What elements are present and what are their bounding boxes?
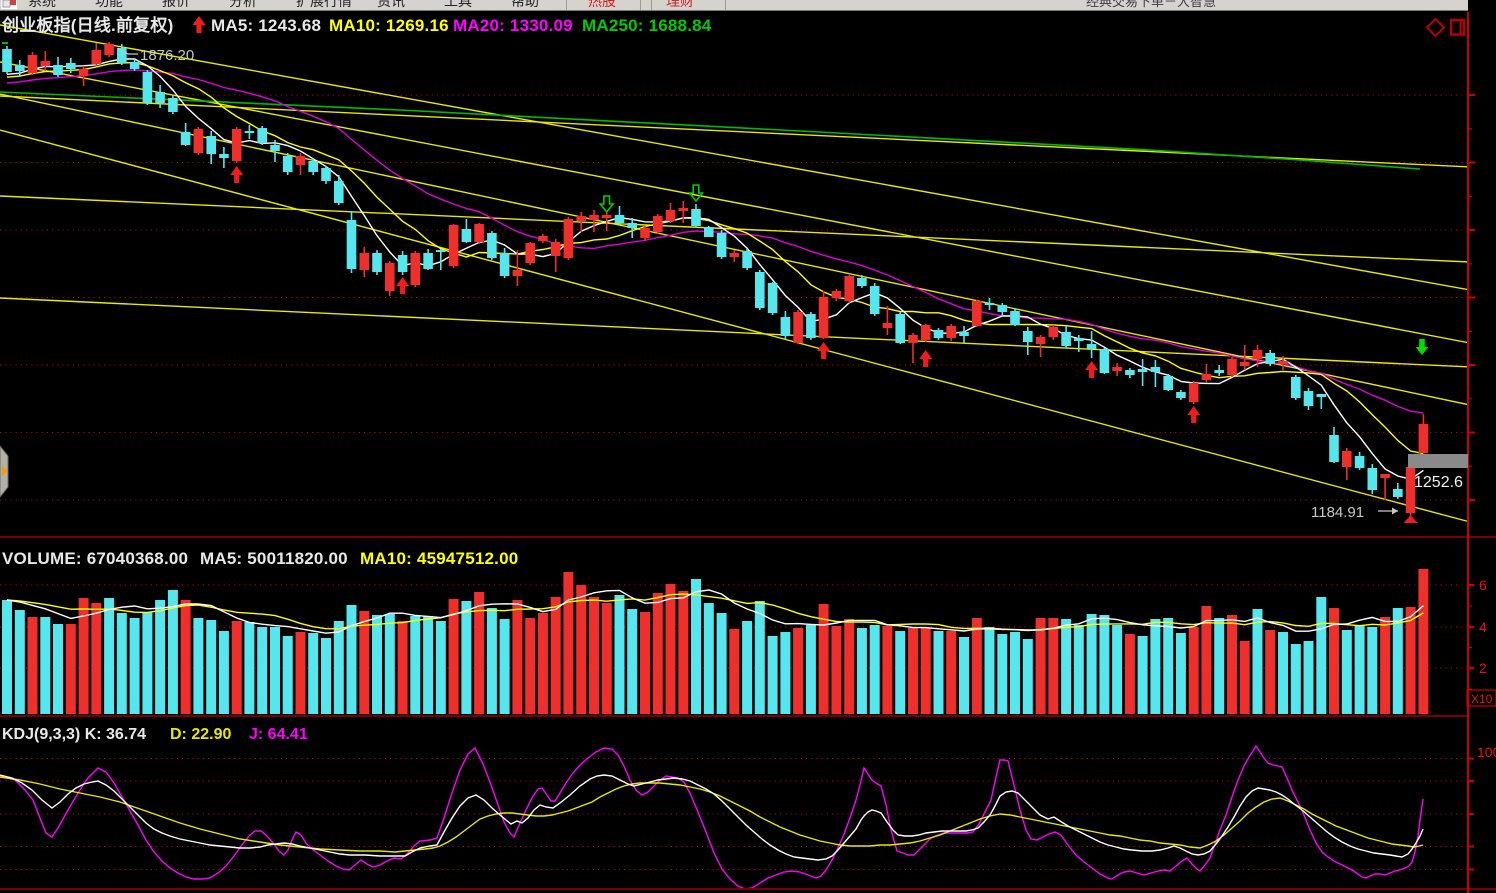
svg-text:100: 100 (1477, 744, 1496, 760)
svg-text:1184.91: 1184.91 (1311, 504, 1364, 521)
svg-text:1876.20: 1876.20 (140, 47, 194, 64)
svg-text:理财: 理财 (666, 0, 694, 9)
svg-text:2: 2 (1479, 660, 1487, 676)
svg-text:MA10: 1269.16: MA10: 1269.16 (329, 16, 449, 35)
svg-text:MA10: 45947512.00: MA10: 45947512.00 (360, 549, 518, 568)
svg-text:系统: 系统 (28, 0, 56, 9)
svg-text:KDJ(9,3,3) K: 36.74: KDJ(9,3,3) K: 36.74 (2, 726, 146, 743)
svg-text:MA5: 1243.68: MA5: 1243.68 (211, 16, 321, 35)
svg-text:资讯: 资讯 (377, 0, 405, 9)
svg-text:帮助: 帮助 (511, 0, 539, 9)
svg-text:创业板指(日线.前复权): 创业板指(日线.前复权) (1, 15, 173, 35)
svg-text:报价: 报价 (162, 0, 190, 9)
svg-text:热股: 热股 (588, 0, 616, 9)
svg-text:6: 6 (1479, 577, 1487, 593)
svg-text:D: 22.90: D: 22.90 (170, 726, 231, 743)
svg-text:MA20: 1330.09: MA20: 1330.09 (453, 16, 573, 35)
svg-text:1252.6: 1252.6 (1414, 474, 1463, 491)
svg-text:经典交易下单－大智慧: 经典交易下单－大智慧 (1086, 0, 1216, 9)
svg-text:MA5: 50011820.00: MA5: 50011820.00 (200, 549, 348, 568)
svg-text:VOLUME: 67040368.00: VOLUME: 67040368.00 (2, 549, 188, 568)
svg-text:工具: 工具 (444, 0, 472, 9)
svg-text:4: 4 (1479, 619, 1487, 635)
svg-text:分析: 分析 (229, 0, 257, 9)
svg-text:J: 64.41: J: 64.41 (249, 726, 308, 743)
svg-text:MA250: 1688.84: MA250: 1688.84 (582, 16, 712, 35)
svg-text:功能: 功能 (95, 0, 123, 9)
svg-text:X10: X10 (1471, 692, 1493, 706)
svg-text:扩展行情: 扩展行情 (296, 0, 352, 9)
